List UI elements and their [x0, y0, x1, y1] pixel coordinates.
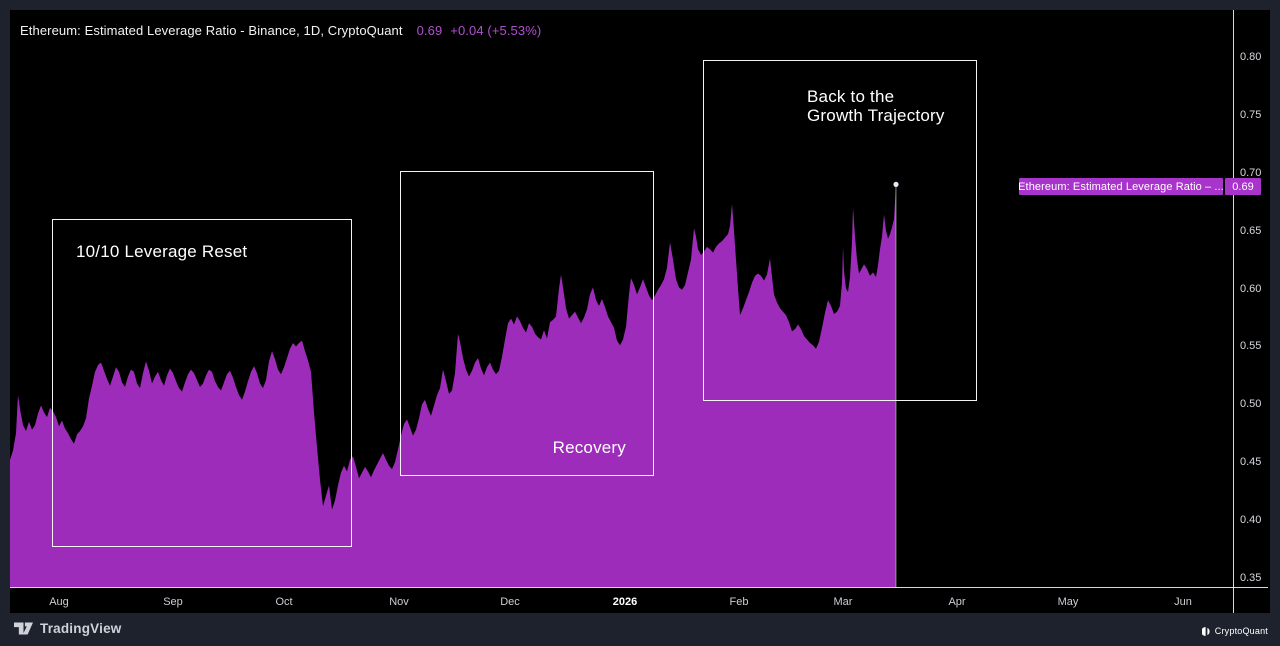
last-value-marker-dot [893, 181, 899, 187]
time-tick-label: Mar [833, 596, 853, 608]
tradingview-brand[interactable]: TradingView [14, 620, 121, 637]
leverage-ratio-area-chart[interactable] [10, 10, 1270, 613]
price-tick-label: 0.80 [1240, 51, 1262, 63]
tradingview-label: TradingView [40, 621, 122, 636]
price-tick-label: 0.55 [1240, 340, 1262, 353]
annotation-box-3[interactable]: Back to the Growth Trajectory [703, 60, 977, 401]
time-tick-label: May [1057, 596, 1079, 608]
time-tick-label: Jun [1174, 596, 1192, 608]
cryptoquant-brand[interactable]: CryptoQuant [1201, 626, 1268, 636]
time-tick-label: Sep [163, 596, 183, 608]
tradingview-logo-icon [14, 622, 33, 635]
annotation-label: 10/10 Leverage Reset [76, 242, 248, 261]
time-axis-separator [10, 587, 1268, 588]
cryptoquant-label: CryptoQuant [1214, 626, 1268, 636]
price-tick-label: 0.40 [1240, 514, 1262, 527]
time-tick-label: Apr [948, 596, 966, 608]
symbol-title: Ethereum: Estimated Leverage Ratio - Bin… [20, 22, 403, 38]
price-tick-label: 0.45 [1240, 456, 1262, 469]
price-tick-label: 0.65 [1240, 224, 1262, 237]
annotation-box-2[interactable]: Recovery [400, 171, 654, 476]
time-tick-label: Oct [275, 596, 293, 608]
price-tick-label: 0.70 [1240, 166, 1262, 179]
annotation-label: Recovery [552, 437, 626, 457]
cryptoquant-logo-icon [1201, 626, 1210, 636]
area-series-fill[interactable] [10, 184, 896, 587]
annotation-label: Back to the Growth Trajectory [807, 87, 945, 126]
last-value: 0.69 [416, 22, 443, 38]
price-tick-label: 0.50 [1240, 398, 1262, 411]
price-axis-badge: 0.69 [1225, 178, 1261, 195]
chart-canvas[interactable]: Ethereum: Estimated Leverage Ratio - Bin… [10, 10, 1270, 613]
price-tick-label: 0.60 [1240, 282, 1262, 295]
time-tick-label: 2026 [612, 596, 638, 608]
time-tick-label: Nov [389, 596, 409, 608]
series-floating-label[interactable]: Ethereum: Estimated Leverage Ratio – ... [1019, 178, 1223, 195]
annotation-box-1[interactable]: 10/10 Leverage Reset [52, 219, 352, 547]
chart-legend[interactable]: Ethereum: Estimated Leverage Ratio - Bin… [20, 18, 541, 42]
time-tick-label: Aug [49, 596, 69, 608]
price-axis-separator [1233, 10, 1234, 613]
time-tick-label: Feb [729, 596, 749, 608]
price-tick-label: 0.75 [1240, 108, 1262, 121]
price-tick-label: 0.35 [1240, 572, 1262, 584]
time-tick-label: Dec [500, 596, 520, 608]
change-value: +0.04 (+5.53%) [450, 22, 542, 38]
footer-bar: TradingView CryptoQuant [0, 613, 1280, 646]
